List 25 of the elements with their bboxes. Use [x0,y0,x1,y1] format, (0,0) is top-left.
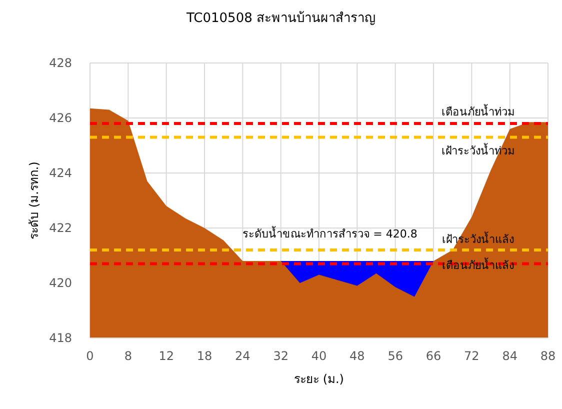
y-tick-label: 422 [49,221,72,235]
x-tick-label: 84 [502,349,518,363]
x-tick-label: 0 [86,349,94,363]
ref-line-label: เตือนภัยน้ำแล้ง [442,256,514,272]
x-tick-label: 24 [235,349,250,363]
x-tick-label: 56 [388,349,403,363]
x-tick-label: 48 [350,349,365,363]
y-axis-title: ระดับ (ม.รทก.) [27,162,41,240]
x-tick-label: 12 [158,349,174,363]
ref-line-label: เตือนภัยน้ำท่วม [442,104,514,118]
x-axis-title: ระยะ (ม.) [294,372,344,386]
x-tick-label: 32 [273,349,288,363]
chart-title: TC010508 สะพานบ้านผาสำราญ [185,11,376,26]
x-tick-label: 8 [124,349,132,363]
y-tick-label: 424 [49,166,72,180]
y-tick-label: 426 [49,111,72,125]
x-tick-label: 18 [196,349,212,363]
y-tick-label: 418 [49,331,72,345]
x-tick-label: 72 [464,349,480,363]
annotation: ระดับน้ำขณะทำการสำรวจ = 420.8 [242,226,418,241]
y-tick-label: 420 [49,276,72,290]
x-tick-label: 88 [540,349,556,363]
x-tick-label: 40 [311,349,327,363]
x-tick-label: 66 [426,349,442,363]
y-tick-label: 428 [49,56,72,70]
